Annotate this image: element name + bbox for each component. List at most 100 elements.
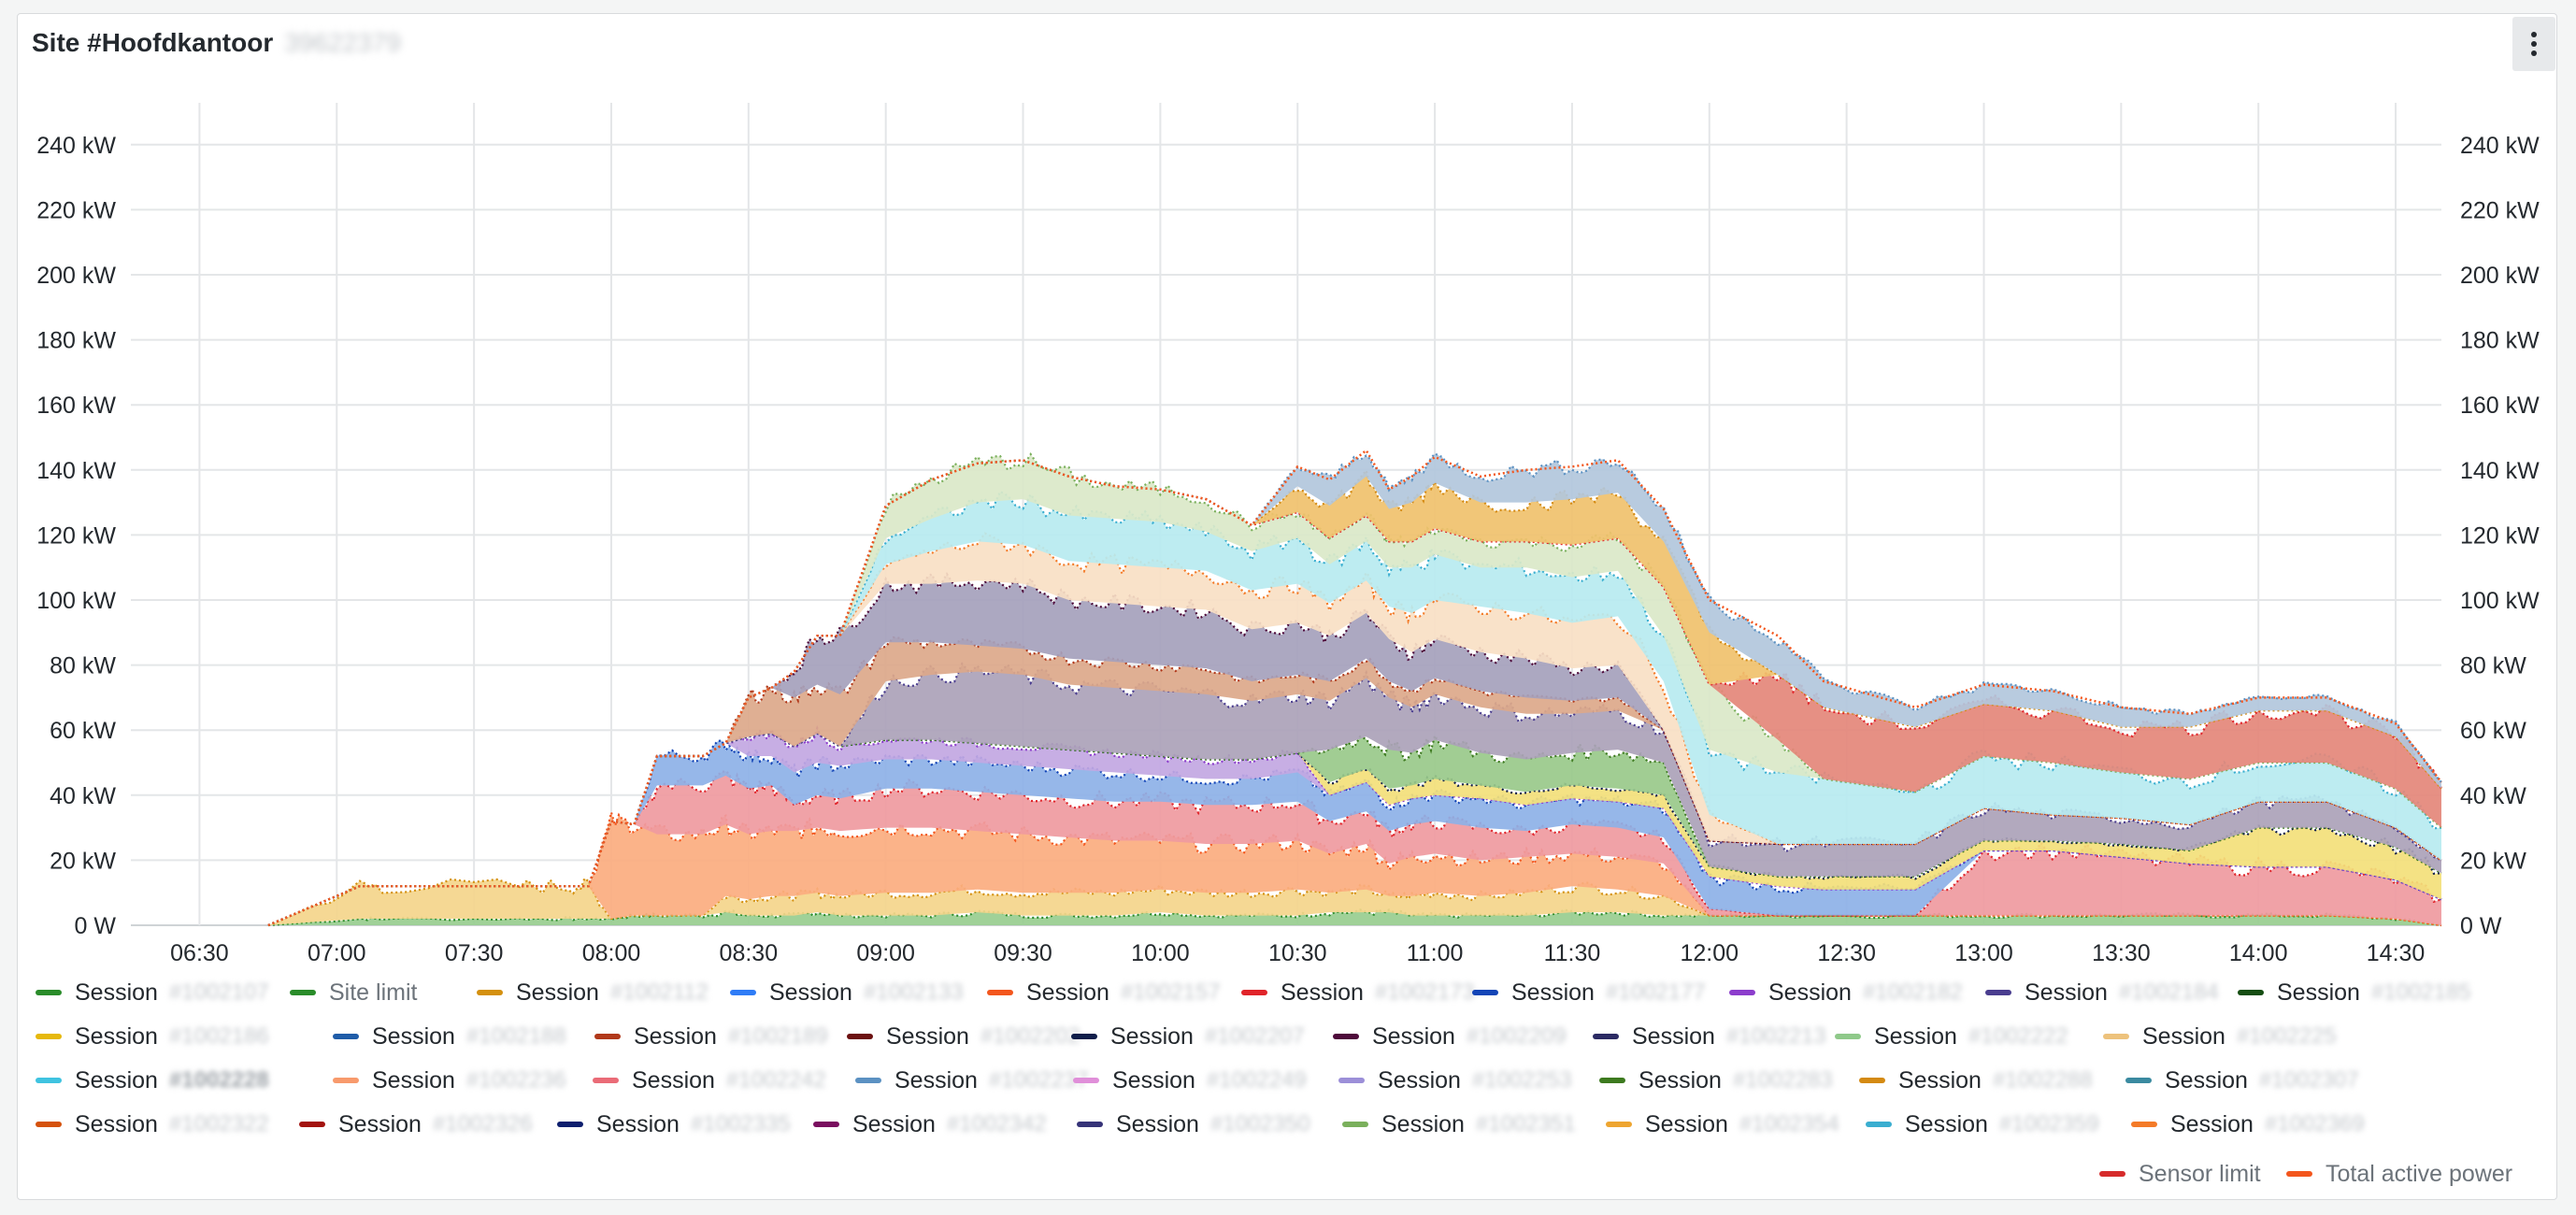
legend-item[interactable]: Session #1002185 bbox=[2238, 974, 2471, 1011]
session-line bbox=[267, 452, 2442, 927]
legend-swatch bbox=[813, 1122, 839, 1127]
legend-item[interactable]: Session #1002182 bbox=[1729, 974, 1963, 1011]
legend-item[interactable]: Session #1002237 bbox=[855, 1062, 1089, 1099]
legend-item[interactable]: Session #1002369 bbox=[2131, 1106, 2365, 1143]
legend-item[interactable]: Session #1002189 bbox=[594, 1018, 828, 1055]
legend-label: Session bbox=[2025, 979, 2108, 1006]
legend-swatch bbox=[333, 1078, 359, 1083]
legend-swatch bbox=[1599, 1078, 1625, 1083]
legend-swatch bbox=[2286, 1171, 2312, 1177]
legend-item[interactable]: Session #1002184 bbox=[1985, 974, 2219, 1011]
legend-session-id: #1002253 bbox=[1471, 1067, 1572, 1093]
legend-item[interactable]: Session #1002322 bbox=[36, 1106, 269, 1143]
legend-item[interactable]: Session #1002188 bbox=[333, 1018, 566, 1055]
legend-item[interactable]: Session #1002213 bbox=[1593, 1018, 1826, 1055]
legend-session-id: #1002188 bbox=[465, 1023, 566, 1049]
legend-label: Session bbox=[372, 1066, 455, 1094]
legend-item[interactable]: Session #1002359 bbox=[1866, 1106, 2099, 1143]
legend-item[interactable]: Session #1002112 bbox=[477, 974, 708, 1011]
legend-item[interactable]: Session #1002222 bbox=[1835, 1018, 2068, 1055]
legend-item[interactable]: Session #1002307 bbox=[2125, 1062, 2359, 1099]
legend-session-id: #1002107 bbox=[168, 979, 269, 1005]
x-tick: 09:30 bbox=[994, 940, 1052, 966]
y-tick-left: 240 kW bbox=[36, 133, 116, 159]
legend-session-id: #1002209 bbox=[1466, 1023, 1567, 1049]
legend-item[interactable]: Session #1002253 bbox=[1338, 1062, 1572, 1099]
legend-swatch bbox=[557, 1122, 583, 1127]
legend-item[interactable]: Session #1002207 bbox=[1071, 1018, 1305, 1055]
legend-swatch bbox=[299, 1122, 325, 1127]
x-tick: 07:30 bbox=[445, 940, 504, 966]
legend-swatch bbox=[2125, 1078, 2152, 1083]
session-line bbox=[267, 490, 2442, 927]
legend-session-id: #1002184 bbox=[2118, 979, 2219, 1005]
legend-swatch bbox=[1859, 1078, 1885, 1083]
legend-label: Session bbox=[1898, 1066, 1982, 1094]
legend-session-id: #1002322 bbox=[168, 1111, 269, 1136]
legend-item[interactable]: Session #1002236 bbox=[333, 1062, 566, 1099]
kebab-menu-icon[interactable] bbox=[2512, 17, 2555, 71]
legend-label: Session bbox=[1639, 1066, 1722, 1094]
legend-label: Session bbox=[338, 1110, 422, 1137]
legend-label: Session bbox=[1632, 1022, 1715, 1050]
legend-swatch bbox=[333, 1034, 359, 1039]
legend-item[interactable]: Sensor limit bbox=[2099, 1155, 2261, 1193]
y-tick-left: 80 kW bbox=[50, 653, 116, 679]
legend-item[interactable]: Session #1002354 bbox=[1606, 1106, 1839, 1143]
y-tick-right: 0 W bbox=[2460, 913, 2502, 939]
legend-label: Session bbox=[1381, 1110, 1465, 1137]
x-tick: 07:00 bbox=[308, 940, 366, 966]
legend-item[interactable]: Session #1002186 bbox=[36, 1018, 269, 1055]
legend-label: Session bbox=[1116, 1110, 1199, 1137]
legend-item[interactable]: Session #1002249 bbox=[1073, 1062, 1307, 1099]
legend-swatch bbox=[1606, 1122, 1632, 1127]
legend-item[interactable]: Session #1002335 bbox=[557, 1106, 791, 1143]
legend-item[interactable]: Session #1002202 bbox=[847, 1018, 1080, 1055]
legend-label: Session bbox=[2165, 1066, 2248, 1094]
legend-item[interactable]: Session #1002177 bbox=[1472, 974, 1706, 1011]
legend-item[interactable]: Session #1002288 bbox=[1859, 1062, 2093, 1099]
legend-label: Session bbox=[1372, 1022, 1455, 1050]
y-tick-left: 100 kW bbox=[36, 588, 116, 614]
legend-item[interactable]: Session #1002351 bbox=[1342, 1106, 1576, 1143]
legend-swatch bbox=[36, 1034, 62, 1039]
legend-item[interactable]: Session #1002283 bbox=[1599, 1062, 1833, 1099]
legend-item[interactable]: Site limit bbox=[290, 974, 417, 1011]
legend-label: Total active power bbox=[2326, 1160, 2513, 1187]
session-area bbox=[267, 733, 2442, 925]
legend-item[interactable]: Session #1002326 bbox=[299, 1106, 533, 1143]
legend-swatch bbox=[2099, 1171, 2125, 1177]
x-tick: 08:30 bbox=[720, 940, 779, 966]
x-tick: 10:00 bbox=[1131, 940, 1190, 966]
y-tick-right: 100 kW bbox=[2460, 588, 2540, 614]
legend-swatch bbox=[36, 1122, 62, 1127]
session-area bbox=[267, 492, 2442, 925]
session-area bbox=[267, 733, 2442, 925]
legend-item[interactable]: Session #1002350 bbox=[1077, 1106, 1310, 1143]
legend-session-id: #1002185 bbox=[2370, 979, 2471, 1005]
legend-item[interactable]: Session #1002157 bbox=[987, 974, 1221, 1011]
legend-label: Session bbox=[1905, 1110, 1988, 1137]
session-area bbox=[267, 740, 2442, 925]
session-area bbox=[267, 909, 2442, 925]
legend-item[interactable]: Session #1002225 bbox=[2103, 1018, 2337, 1055]
legend-swatch bbox=[730, 990, 756, 995]
legend-session-id: #1002157 bbox=[1120, 979, 1221, 1005]
legend-item[interactable]: Session #1002133 bbox=[730, 974, 964, 1011]
legend-item[interactable]: Session #1002107 bbox=[36, 974, 269, 1011]
legend-session-id: #1002133 bbox=[863, 979, 964, 1005]
legend-swatch bbox=[1342, 1122, 1368, 1127]
panel-title-id: 39622379 bbox=[284, 28, 401, 57]
legend-item[interactable]: Session #1002228 bbox=[36, 1062, 269, 1099]
legend-session-id: #1002112 bbox=[609, 979, 708, 1005]
session-area bbox=[267, 453, 2442, 925]
legend-item[interactable]: Session #1002342 bbox=[813, 1106, 1047, 1143]
legend-item[interactable]: Session #1002173 bbox=[1241, 974, 1475, 1011]
legend-item[interactable]: Total active power bbox=[2286, 1155, 2512, 1193]
x-tick: 11:30 bbox=[1544, 940, 1601, 966]
session-line bbox=[267, 662, 2442, 927]
legend-label: Session bbox=[634, 1022, 717, 1050]
legend-item[interactable]: Session #1002209 bbox=[1333, 1018, 1567, 1055]
legend-item[interactable]: Session #1002242 bbox=[593, 1062, 826, 1099]
